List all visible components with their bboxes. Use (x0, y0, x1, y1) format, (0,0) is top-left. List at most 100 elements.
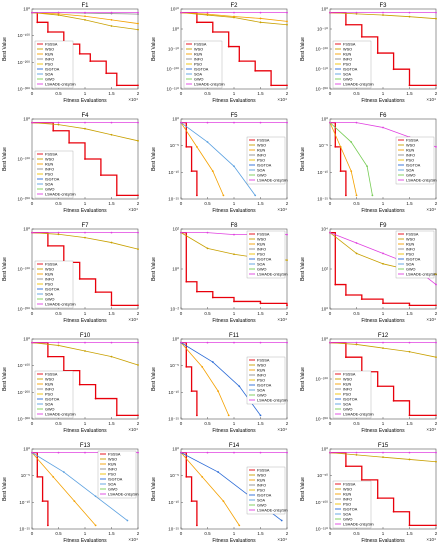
series-point (137, 364, 139, 366)
series-point (78, 383, 81, 386)
y-tick-label: 10⁻¹⁵⁰ (315, 67, 328, 72)
series-point (196, 145, 198, 148)
legend-entry: SOA (45, 402, 53, 406)
legend-entry: ISGTOA (343, 507, 358, 511)
series-point (211, 361, 214, 363)
legend-entry: ISGTOA (257, 163, 272, 167)
legend-entry: PSO (257, 252, 265, 256)
series-point (408, 458, 411, 461)
y-tick-label: 10⁻¹⁵ (317, 197, 328, 202)
x-tick-label: 1 (233, 531, 236, 536)
legend-entry: GWO (343, 77, 353, 81)
series-line-fsssa (330, 451, 436, 527)
series-point (408, 11, 411, 14)
series-point (47, 524, 49, 527)
legend-entry: WSO (257, 363, 266, 367)
legend-entry: FSSSA (257, 138, 270, 142)
legend-entry: GWO (194, 77, 204, 81)
series-point (254, 69, 257, 72)
series-point (217, 390, 219, 393)
series-point (334, 283, 337, 286)
legend-entry: LSHADE-cnEpSin (257, 398, 288, 402)
legend-entry: RUN (45, 272, 53, 276)
legend-entry: ISGTOA (257, 257, 272, 261)
series-point (41, 500, 44, 503)
series-point (350, 170, 353, 173)
y-tick-label: 10⁰ (172, 267, 179, 272)
chart-panel-f8: F8 0 0.5 1 1.5 2×10⁴ 10² 10⁰ 10⁻² Fitness Evaluat… (151, 223, 289, 324)
series-point (329, 11, 331, 14)
legend: FSSSAWSORUNINFOPSOISGTOASOAGWOLSHADE-cnE… (332, 370, 374, 419)
series-point (78, 52, 81, 55)
series-point (382, 456, 384, 459)
chart-title: F14 (229, 443, 240, 449)
series-point (435, 11, 437, 14)
legend-entry: ISGTOA (194, 67, 209, 71)
series-point (190, 390, 193, 393)
x-axis-label: Fitness Evaluations (63, 318, 107, 324)
legend-entry: FSSSA (108, 452, 121, 456)
legend-entry: FSSSA (406, 138, 419, 142)
series-point (206, 11, 209, 14)
series-point (115, 194, 118, 197)
series-point (286, 11, 288, 14)
series-point (376, 52, 379, 54)
x-tick-label: 1 (84, 421, 87, 426)
legend-entry: PSO (343, 62, 351, 66)
series-point (185, 365, 188, 368)
x-tick-label: 2 (435, 421, 438, 426)
series-point (73, 500, 76, 503)
series-point (233, 11, 235, 14)
legend-entry: FSSSA (45, 262, 58, 266)
series-point (36, 475, 39, 478)
x-tick-label: 2 (137, 91, 140, 96)
y-tick-label: 10⁻¹⁰⁰ (167, 67, 180, 72)
series-point (408, 304, 411, 307)
series-point (211, 31, 214, 33)
legend-entry: LSHADE-cnEpSin (257, 272, 288, 276)
y-axis-label: Best Value (2, 477, 8, 501)
series-point (222, 194, 225, 197)
chart-title: F6 (379, 113, 387, 119)
y-axis-label: Best Value (300, 257, 306, 281)
y-axis-label: Best Value (151, 257, 157, 281)
x-axis-label: Fitness Evaluations (212, 318, 256, 324)
legend-entry: PSO (257, 378, 265, 382)
legend-entry: SOA (343, 72, 351, 76)
y-tick-label: 10⁰ (23, 227, 30, 232)
x-axis-label: Fitness Evaluations (212, 428, 256, 434)
series-point (233, 253, 235, 256)
legend-entry: LSHADE-cnEpSin (257, 178, 288, 182)
series-point (84, 451, 86, 454)
y-tick-label: 10⁰ (321, 117, 328, 122)
series-line-fsssa (330, 11, 436, 87)
series-point (196, 524, 198, 527)
y-tick-label: 10⁻¹⁰ (317, 170, 328, 175)
y-axis-label: Best Value (2, 37, 8, 61)
x-tick-label: 0.5 (353, 311, 360, 316)
legend-entry: INFO (343, 387, 352, 391)
series-point (137, 341, 139, 344)
series-line-run (180, 122, 224, 196)
x-tick-label: 0 (180, 421, 183, 426)
series-line-gwo (329, 122, 373, 196)
series-point (110, 19, 113, 21)
series-point (110, 355, 113, 358)
legend: FSSSAWSORUNINFOPSOISGTOASOAGWOLSHADE-cnE… (34, 150, 76, 199)
series-point (137, 13, 139, 15)
series-point (110, 11, 113, 14)
series-point (137, 84, 139, 87)
series-point (137, 231, 139, 234)
x-tick-label: 0.5 (204, 421, 211, 426)
series-point (435, 273, 437, 276)
series-point (137, 139, 139, 142)
y-tick-label: 10⁰ (172, 337, 179, 342)
legend-entry: PSO (108, 472, 116, 476)
x-tick-label: 1.5 (108, 201, 115, 206)
legend-entry: SOA (406, 262, 414, 266)
series-line-fsssa (32, 231, 138, 307)
series-point (47, 244, 49, 247)
series-point (334, 145, 337, 148)
series-point (190, 500, 193, 503)
legend-entry: SOA (406, 168, 414, 172)
